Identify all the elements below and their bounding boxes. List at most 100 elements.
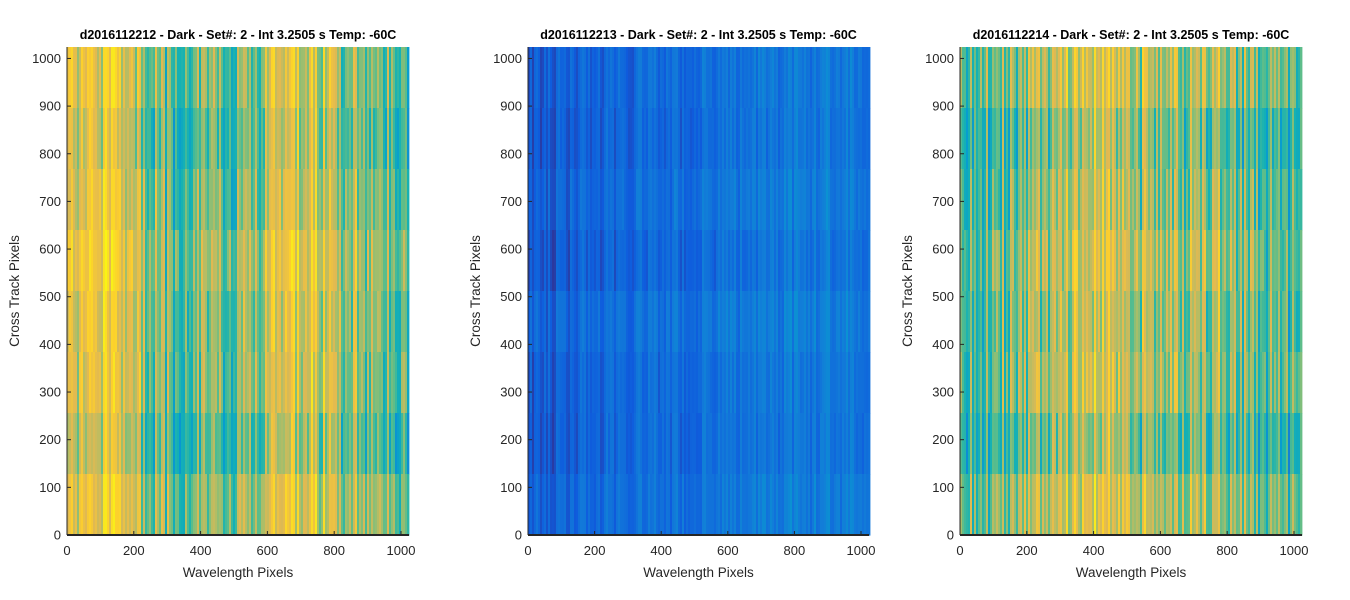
heatmap-cell — [275, 47, 278, 109]
heatmap-cell — [648, 291, 651, 353]
heatmap-cell — [287, 352, 290, 414]
heatmap-cell — [966, 47, 969, 109]
heatmap-cell — [1274, 352, 1277, 414]
heatmap-cell — [123, 230, 126, 292]
chart-title: d2016112213 - Dark - Set#: 2 - Int 3.250… — [540, 28, 857, 42]
heatmap-cell — [115, 230, 118, 292]
heatmap-cell — [1164, 108, 1167, 170]
heatmap-cell — [1288, 230, 1291, 292]
heatmap-cell — [1242, 230, 1245, 292]
y-tick-label: 200 — [500, 432, 522, 447]
heatmap-cell — [690, 413, 693, 475]
heatmap-cell — [634, 352, 637, 414]
heatmap-cell — [1068, 230, 1071, 292]
heatmap-cell — [389, 291, 392, 353]
heatmap-cell — [285, 413, 288, 475]
heatmap-cell — [369, 413, 372, 475]
heatmap-cell — [662, 413, 665, 475]
heatmap-cell — [283, 169, 286, 231]
heatmap-cell — [730, 169, 733, 231]
heatmap-cell — [325, 474, 328, 536]
heatmap-cell — [329, 291, 332, 353]
heatmap-cell — [1168, 169, 1171, 231]
heatmap-cell — [1198, 47, 1201, 109]
heatmap-cell — [802, 47, 805, 109]
heatmap-cell — [1272, 474, 1275, 536]
heatmap-cell — [844, 230, 847, 292]
heatmap-cell — [680, 291, 683, 353]
heatmap-cell — [223, 108, 226, 170]
heatmap-cell — [706, 352, 709, 414]
heatmap-cell — [1200, 169, 1203, 231]
heatmap-cell — [75, 169, 78, 231]
heatmap-cell — [818, 474, 821, 536]
heatmap-cell — [1048, 352, 1051, 414]
heatmap-cell — [1188, 474, 1191, 536]
heatmap-cell — [666, 169, 669, 231]
heatmap-cell — [772, 108, 775, 170]
heatmap-cell — [189, 352, 192, 414]
heatmap-cell — [407, 352, 410, 414]
heatmap-cell — [375, 352, 378, 414]
heatmap-cell — [1038, 108, 1041, 170]
heatmap-cell — [766, 291, 769, 353]
heatmap-cell — [137, 108, 140, 170]
heatmap-cell — [185, 474, 188, 536]
heatmap-cell — [718, 352, 721, 414]
heatmap-cell — [980, 474, 983, 536]
heatmap-cell — [618, 230, 621, 292]
heatmap-cell — [89, 47, 92, 109]
heatmap-cell — [824, 169, 827, 231]
heatmap-cell — [730, 291, 733, 353]
heatmap-cell — [644, 108, 647, 170]
heatmap-cell — [1216, 474, 1219, 536]
heatmap-cell — [790, 108, 793, 170]
heatmap-cell — [1198, 352, 1201, 414]
heatmap-cell — [269, 230, 272, 292]
heatmap-cell — [778, 474, 781, 536]
heatmap-cell — [826, 413, 829, 475]
heatmap-cell — [397, 291, 400, 353]
heatmap-cell — [1152, 413, 1155, 475]
heatmap-cell — [574, 291, 577, 353]
heatmap-cell — [594, 47, 597, 109]
heatmap-cell — [1150, 474, 1153, 536]
heatmap-cell — [279, 291, 282, 353]
heatmap-cell — [1036, 108, 1039, 170]
heatmap-cell — [305, 291, 308, 353]
heatmap-cell — [994, 230, 997, 292]
heatmap-cell — [1292, 291, 1295, 353]
heatmap-cell — [1272, 230, 1275, 292]
heatmap-cell — [688, 47, 691, 109]
heatmap-cell — [596, 352, 599, 414]
heatmap-cell — [1034, 169, 1037, 231]
heatmap-cell — [688, 169, 691, 231]
heatmap-cell — [297, 291, 300, 353]
heatmap-cell — [171, 47, 174, 109]
heatmap-cell — [1050, 352, 1053, 414]
heatmap-cell — [532, 474, 535, 536]
heatmap-cell — [243, 474, 246, 536]
heatmap-cell — [1090, 47, 1093, 109]
heatmap-cell — [610, 474, 613, 536]
heatmap-cell — [303, 474, 306, 536]
heatmap-cell — [249, 291, 252, 353]
heatmap-cell — [361, 47, 364, 109]
heatmap-cell — [1168, 108, 1171, 170]
heatmap-cell — [1200, 230, 1203, 292]
heatmap-cell — [554, 47, 557, 109]
heatmap-cell — [780, 108, 783, 170]
heatmap-cell — [237, 169, 240, 231]
heatmap-cell — [183, 413, 186, 475]
heatmap-cell — [732, 413, 735, 475]
heatmap-cell — [249, 474, 252, 536]
heatmap-cell — [1056, 108, 1059, 170]
heatmap-cell — [1154, 230, 1157, 292]
heatmap-cell — [628, 108, 631, 170]
heatmap-cell — [674, 47, 677, 109]
heatmap-cell — [982, 47, 985, 109]
heatmap-cell — [247, 413, 250, 475]
heatmap-cell — [706, 230, 709, 292]
heatmap-cell — [1040, 474, 1043, 536]
heatmap-cell — [1288, 474, 1291, 536]
